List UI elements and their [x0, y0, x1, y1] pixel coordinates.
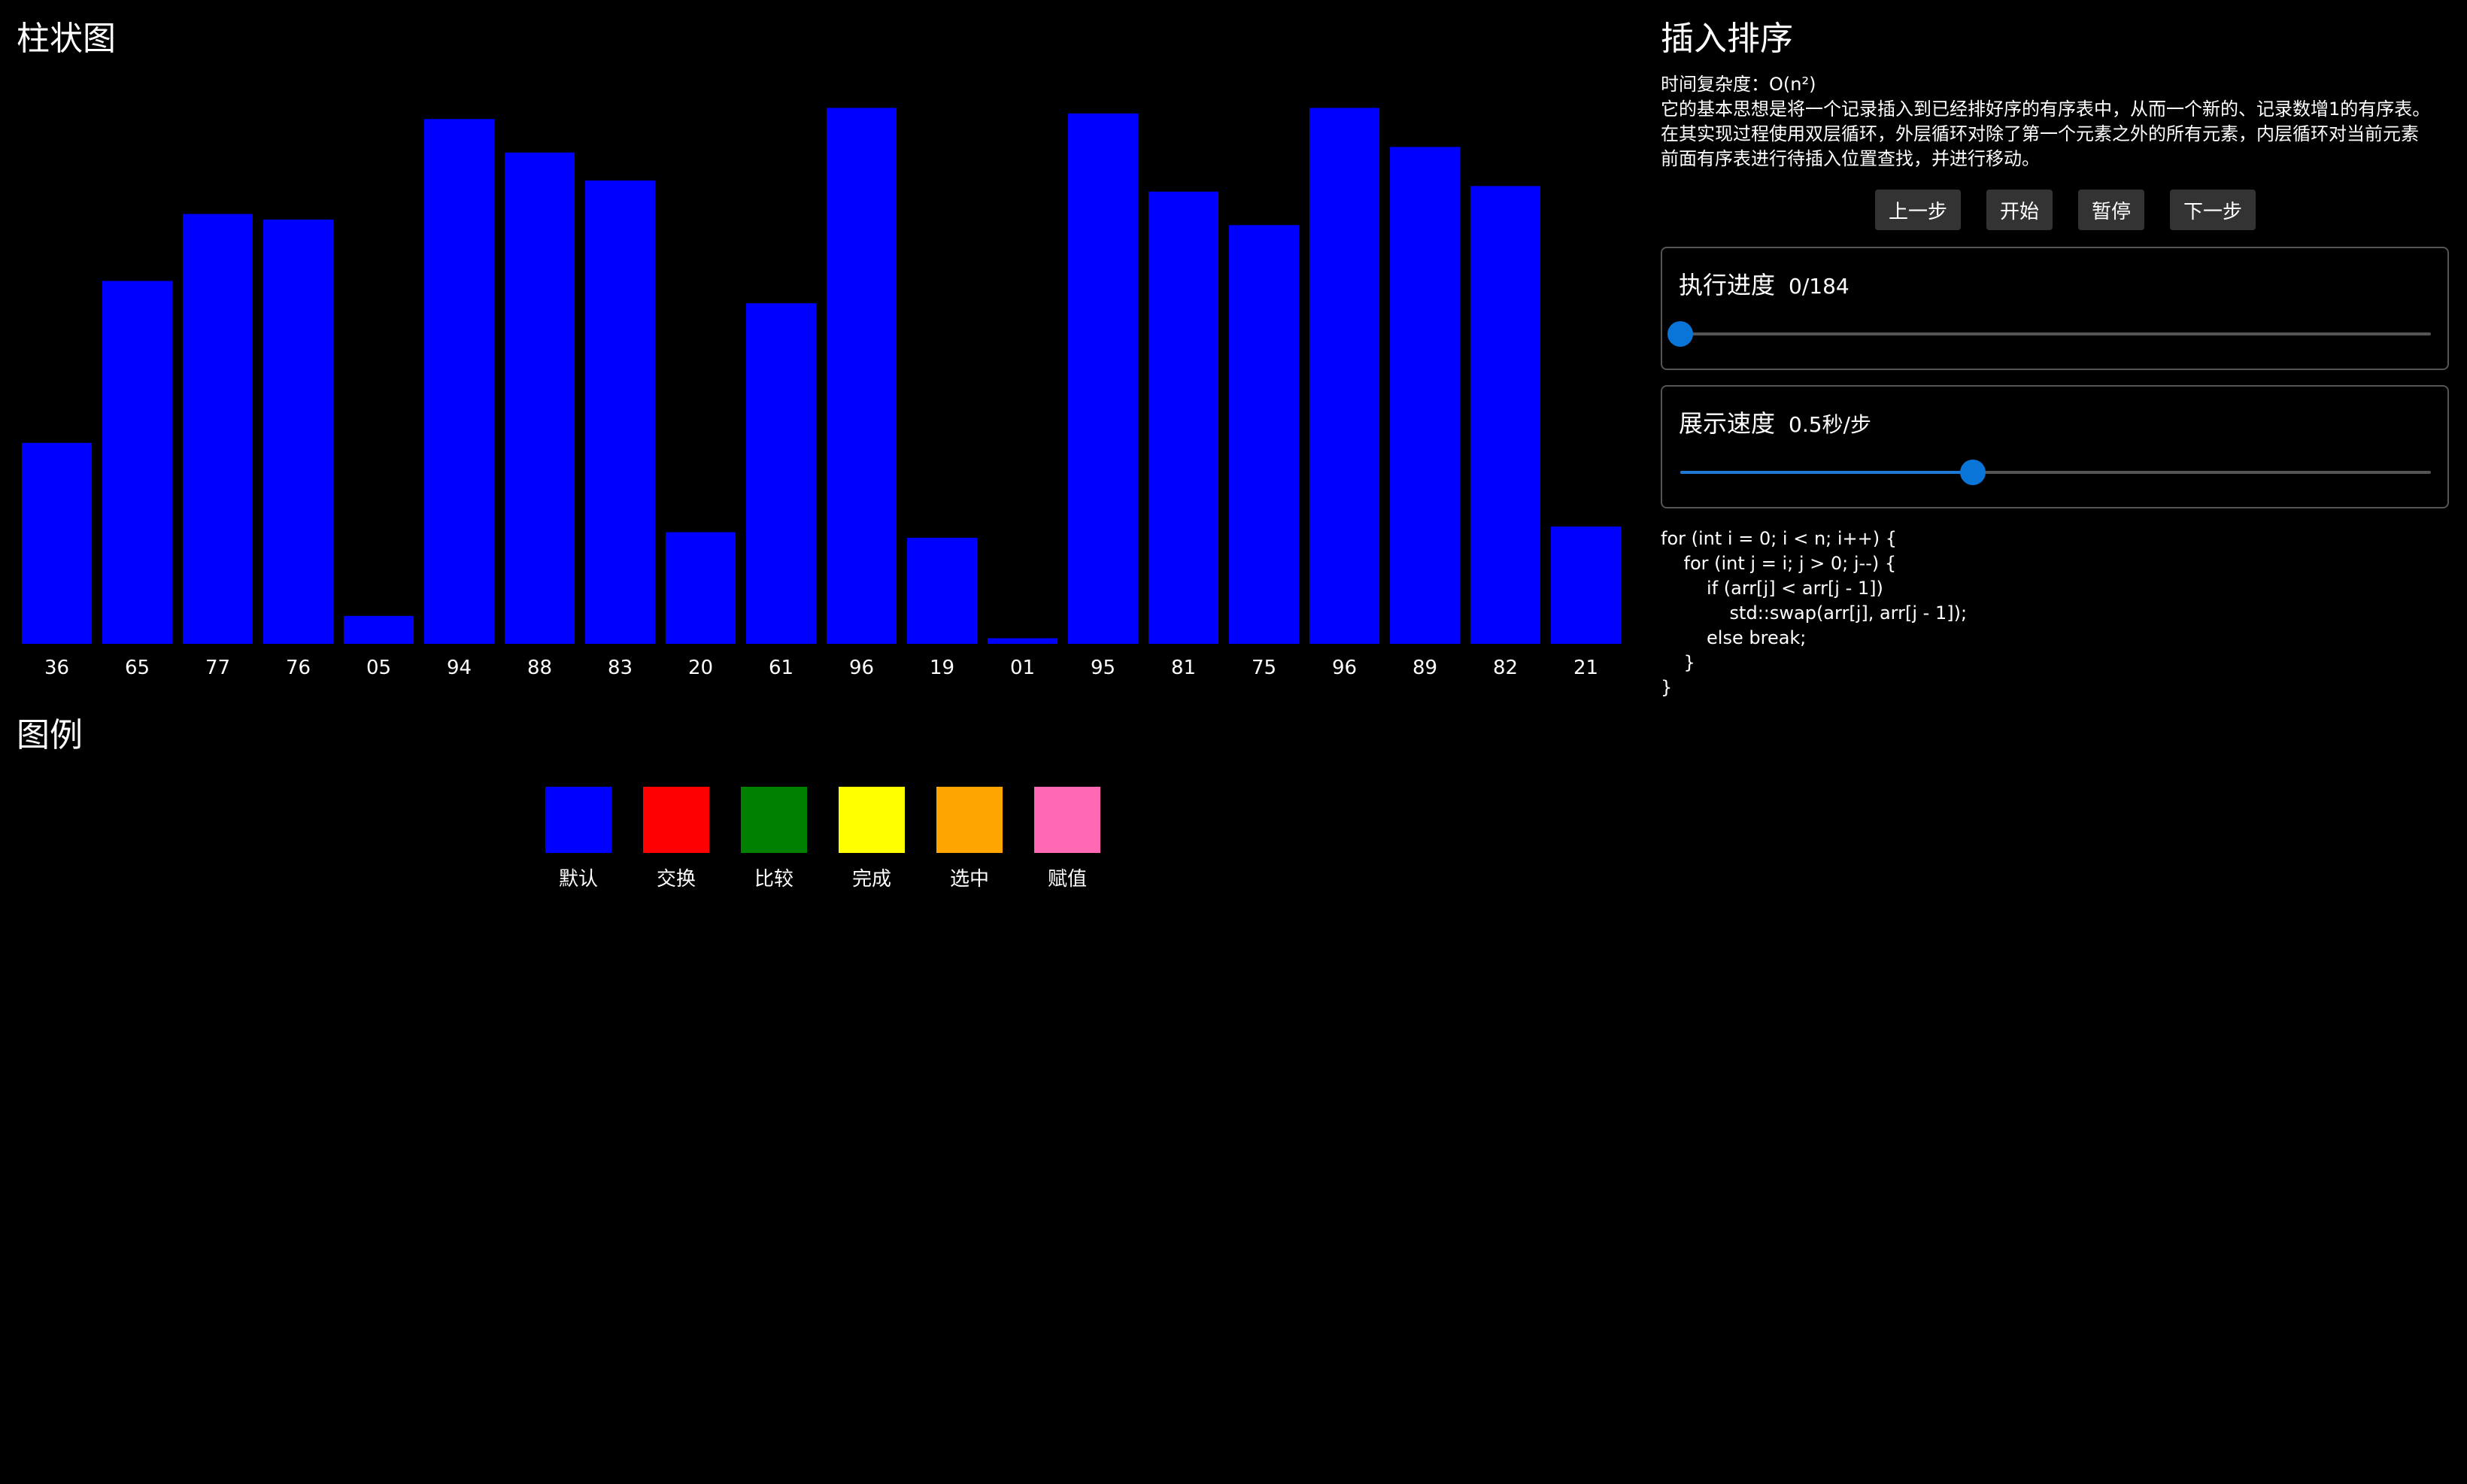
- legend-item-assign: 赋值: [1034, 787, 1100, 891]
- legend-label-assign: 赋值: [1047, 868, 1087, 891]
- bar-5: [424, 119, 494, 644]
- x-tick-label: 65: [125, 657, 150, 679]
- legend-swatch-compare: [741, 787, 807, 853]
- playback-controls: 上一步 开始 暂停 下一步: [1875, 190, 2256, 230]
- bar-17: [1390, 147, 1460, 644]
- progress-slider-thumb[interactable]: [1667, 321, 1693, 347]
- code-line: std::swap(arr[j], arr[j - 1]);: [1661, 602, 1968, 624]
- speed-slider[interactable]: [1680, 460, 2431, 485]
- bar-18: [1470, 186, 1540, 644]
- bar-12: [988, 638, 1058, 644]
- x-tick-label: 95: [1091, 657, 1115, 679]
- x-tick-label: 61: [769, 657, 794, 679]
- legend-label-done: 完成: [851, 868, 891, 891]
- algorithm-title: 插入排序: [1661, 20, 1793, 58]
- x-tick-label: 81: [1171, 657, 1196, 679]
- start-button[interactable]: 开始: [1986, 190, 2053, 230]
- x-tick-label: 76: [286, 657, 311, 679]
- legend-item-default: 默认: [545, 787, 611, 891]
- speed-label: 展示速度: [1679, 409, 1776, 438]
- description-line: 它的基本思想是将一个记录插入到已经排好序的有序表中，从而一个新的、记录数增1的有…: [1661, 99, 2431, 120]
- code-line: for (int j = i; j > 0; j--) {: [1661, 553, 1897, 574]
- bar-8: [666, 532, 736, 644]
- x-tick-label: 94: [447, 657, 472, 679]
- progress-panel: 执行进度 0/184: [1661, 247, 2449, 370]
- legend-item-selected: 选中: [936, 787, 1003, 891]
- algorithm-panel: 插入排序 时间复杂度：O(n²) 它的基本思想是将一个记录插入到已经排好序的有序…: [1661, 20, 2450, 171]
- speed-value: 0.5秒/步: [1789, 412, 1871, 437]
- legend-swatch-swap: [643, 787, 709, 853]
- legend-label-swap: 交换: [656, 868, 696, 891]
- bar-0: [22, 442, 92, 644]
- x-tick-label: 96: [849, 657, 874, 679]
- legend-item-done: 完成: [839, 787, 905, 891]
- legend-swatch-selected: [936, 787, 1003, 853]
- x-tick-label: 83: [608, 657, 633, 679]
- bar-13: [1068, 113, 1138, 645]
- legend-title: 图例: [17, 716, 83, 754]
- code-line: }: [1661, 652, 1695, 673]
- legend-swatch-done: [839, 787, 905, 853]
- legend-swatch-default: [545, 787, 611, 853]
- x-tick-label: 77: [205, 657, 230, 679]
- x-tick-label: 19: [930, 657, 954, 679]
- legend-item-swap: 交换: [643, 787, 709, 891]
- legend-item-compare: 比较: [741, 787, 807, 891]
- x-tick-label: 20: [688, 657, 713, 679]
- legend-swatch-assign: [1034, 787, 1100, 853]
- speed-panel: 展示速度 0.5秒/步: [1661, 385, 2449, 508]
- bar-14: [1149, 191, 1218, 645]
- code-line: }: [1661, 677, 1673, 698]
- bar-chart: 36 65 77 76 05 94 88 83 20 61 96 19 01 95 81 75 96 89 82 21: [22, 108, 1621, 679]
- x-tick-label: 75: [1252, 657, 1276, 679]
- legend-label-selected: 选中: [949, 868, 989, 891]
- next-step-button[interactable]: 下一步: [2170, 190, 2256, 230]
- bar-19: [1551, 527, 1621, 644]
- bar-15: [1229, 225, 1299, 644]
- bar-6: [505, 152, 575, 644]
- bar-11: [907, 537, 977, 644]
- x-tick-label: 82: [1493, 657, 1518, 679]
- x-tick-label: 36: [44, 657, 69, 679]
- bar-10: [827, 108, 897, 645]
- bar-4: [344, 615, 414, 644]
- x-tick-label: 88: [527, 657, 552, 679]
- code-line: for (int i = 0; i < n; i++) {: [1661, 528, 1898, 549]
- progress-slider[interactable]: [1667, 321, 2431, 347]
- progress-value: 0/184: [1789, 274, 1849, 299]
- speed-header: 展示速度 0.5秒/步: [1679, 405, 1871, 439]
- pause-button[interactable]: 暂停: [2078, 190, 2145, 230]
- x-tick-label: 05: [366, 657, 391, 679]
- legend-label-default: 默认: [558, 868, 598, 891]
- chart-title: 柱状图: [17, 20, 116, 58]
- bar-2: [183, 214, 253, 644]
- prev-step-button[interactable]: 上一步: [1875, 190, 1962, 230]
- progress-label: 执行进度: [1679, 271, 1776, 299]
- progress-header: 执行进度 0/184: [1679, 266, 1849, 301]
- bar-3: [263, 219, 333, 644]
- legend-label-compare: 比较: [754, 868, 794, 891]
- x-tick-label: 01: [1010, 657, 1035, 679]
- bar-16: [1309, 108, 1379, 645]
- code-block: for (int i = 0; i < n; i++) { for (int j…: [1661, 527, 1967, 700]
- speed-slider-thumb[interactable]: [1960, 460, 1986, 485]
- code-line: else break;: [1661, 627, 1807, 648]
- x-tick-label: 21: [1573, 657, 1598, 679]
- x-tick-label: 96: [1332, 657, 1357, 679]
- description-line: 前面有序表进行待插入位置查找，并进行移动。: [1661, 148, 2040, 169]
- x-tick-label: 89: [1413, 657, 1437, 679]
- bar-7: [585, 180, 655, 644]
- speed-slider-fill: [1680, 471, 1974, 474]
- bar-1: [102, 281, 172, 644]
- description-line: 在其实现过程使用双层循环，外层循环对除了第一个元素之外的所有元素，内层循环对当前…: [1661, 123, 2419, 144]
- complexity-text: 时间复杂度：O(n²): [1661, 74, 1816, 95]
- bar-9: [746, 303, 816, 644]
- code-line: if (arr[j] < arr[j - 1]): [1661, 578, 1883, 599]
